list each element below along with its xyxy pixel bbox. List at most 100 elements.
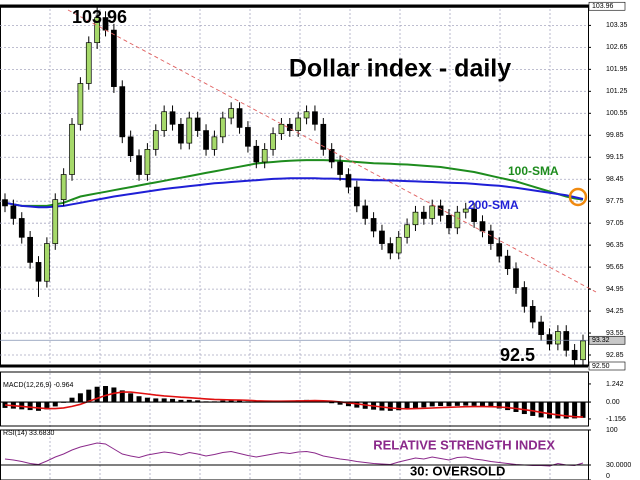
candle-body bbox=[27, 236, 33, 263]
macd-bar bbox=[195, 400, 201, 403]
candle-body bbox=[119, 86, 126, 138]
candle-body bbox=[219, 117, 226, 138]
macd-bar bbox=[2, 402, 8, 408]
y-tick-label: 94.25 bbox=[606, 308, 624, 315]
candle-body bbox=[144, 149, 151, 175]
sma-line bbox=[4, 177, 584, 209]
macd-bar bbox=[546, 402, 552, 419]
candle-body bbox=[379, 230, 385, 244]
candle-body bbox=[127, 136, 134, 157]
candle-body bbox=[429, 205, 436, 219]
candle-body bbox=[178, 123, 184, 144]
candle-body bbox=[337, 161, 343, 175]
candle-body bbox=[194, 117, 201, 131]
macd-bar bbox=[228, 399, 234, 403]
macd-bar bbox=[580, 402, 586, 418]
macd-bar bbox=[119, 390, 125, 403]
candle-body bbox=[186, 117, 193, 144]
sma-line bbox=[4, 159, 584, 207]
macd-bar bbox=[44, 402, 50, 410]
y-tick-label: 97.05 bbox=[606, 220, 624, 227]
macd-bar bbox=[404, 402, 410, 410]
y-tick-label: 101.25 bbox=[606, 88, 628, 95]
candle-body bbox=[571, 349, 578, 361]
macd-bar bbox=[36, 402, 42, 411]
y-tick-label: 96.35 bbox=[606, 242, 624, 249]
macd-bar bbox=[563, 402, 569, 419]
candle-body bbox=[152, 130, 159, 150]
candle-body bbox=[111, 29, 117, 87]
candle-body bbox=[446, 214, 452, 229]
macd-bar bbox=[103, 386, 109, 403]
y-tick-label: 99.85 bbox=[606, 132, 624, 139]
macd-bar bbox=[471, 402, 477, 406]
candle-body bbox=[345, 174, 352, 188]
y-tick-label: 102.65 bbox=[606, 44, 628, 51]
candle-body bbox=[77, 83, 84, 125]
candle-body bbox=[10, 205, 17, 219]
y-tick-label: 97.75 bbox=[606, 198, 624, 205]
y-tick-label: 0.00 bbox=[606, 399, 620, 406]
y-tick-label: 103.35 bbox=[606, 22, 628, 29]
macd-bar bbox=[530, 402, 536, 416]
y-tick-label: 100 bbox=[606, 427, 618, 434]
macd-bar bbox=[555, 402, 561, 419]
oversold-label: 30: OVERSOLD bbox=[410, 463, 505, 478]
macd-bar bbox=[144, 397, 150, 403]
signal-line bbox=[4, 391, 584, 418]
rsi-label: RSI(14) 33.6830 bbox=[3, 430, 54, 437]
candle-body bbox=[169, 111, 176, 125]
macd-bar bbox=[396, 402, 402, 411]
candle-body bbox=[529, 306, 536, 323]
candle-body bbox=[504, 255, 511, 270]
y-tick-label: 95.65 bbox=[606, 264, 624, 271]
macd-bar bbox=[446, 402, 452, 407]
macd-bar bbox=[94, 386, 100, 403]
chart-title: Dollar index - daily bbox=[289, 55, 511, 83]
candle-body bbox=[328, 149, 335, 163]
candle-body bbox=[303, 111, 310, 119]
crossover-circle bbox=[568, 187, 588, 207]
candle-body bbox=[312, 111, 318, 125]
y-tick-label: 30.0000 bbox=[606, 462, 631, 469]
macd-bar bbox=[186, 399, 192, 403]
macd-bar bbox=[496, 402, 502, 409]
macd-bar bbox=[52, 402, 58, 407]
y-tick-label: 101.95 bbox=[606, 66, 628, 73]
macd-bar bbox=[136, 396, 142, 403]
macd-bar bbox=[463, 402, 469, 406]
candle-body bbox=[60, 174, 67, 200]
candle-body bbox=[563, 331, 570, 351]
sma-label: 100-SMA bbox=[508, 164, 559, 178]
candle-body bbox=[69, 123, 75, 175]
candle-body bbox=[412, 211, 419, 226]
candle-body bbox=[203, 130, 209, 150]
rsi-title: RELATIVE STRENGTH INDEX bbox=[373, 437, 555, 452]
trend-line bbox=[67, 9, 597, 293]
macd-bar bbox=[538, 402, 544, 418]
candle-body bbox=[496, 243, 503, 257]
candle-body bbox=[161, 111, 168, 131]
candle-body bbox=[211, 136, 218, 150]
y-tick-label: 1.242 bbox=[606, 381, 624, 388]
price-tag-label: 93.32 bbox=[592, 337, 610, 344]
macd-bar bbox=[387, 402, 393, 411]
candle-body bbox=[245, 127, 251, 147]
rsi-line bbox=[4, 442, 584, 467]
panel-frame bbox=[0, 371, 589, 427]
price-tag bbox=[588, 335, 626, 345]
candle-body bbox=[2, 199, 8, 207]
macd-bar bbox=[178, 399, 184, 403]
candle-body bbox=[253, 145, 260, 163]
candle-body bbox=[404, 224, 410, 238]
candle-body bbox=[387, 243, 394, 254]
macd-bar bbox=[220, 400, 226, 403]
candle-body bbox=[236, 108, 243, 128]
macd-bar bbox=[111, 387, 117, 403]
y-tick-label: 92.85 bbox=[606, 352, 624, 359]
candle-body bbox=[462, 208, 469, 213]
plot-layer bbox=[2, 6, 586, 467]
candle-body bbox=[437, 205, 444, 216]
macd-bar bbox=[237, 400, 243, 403]
